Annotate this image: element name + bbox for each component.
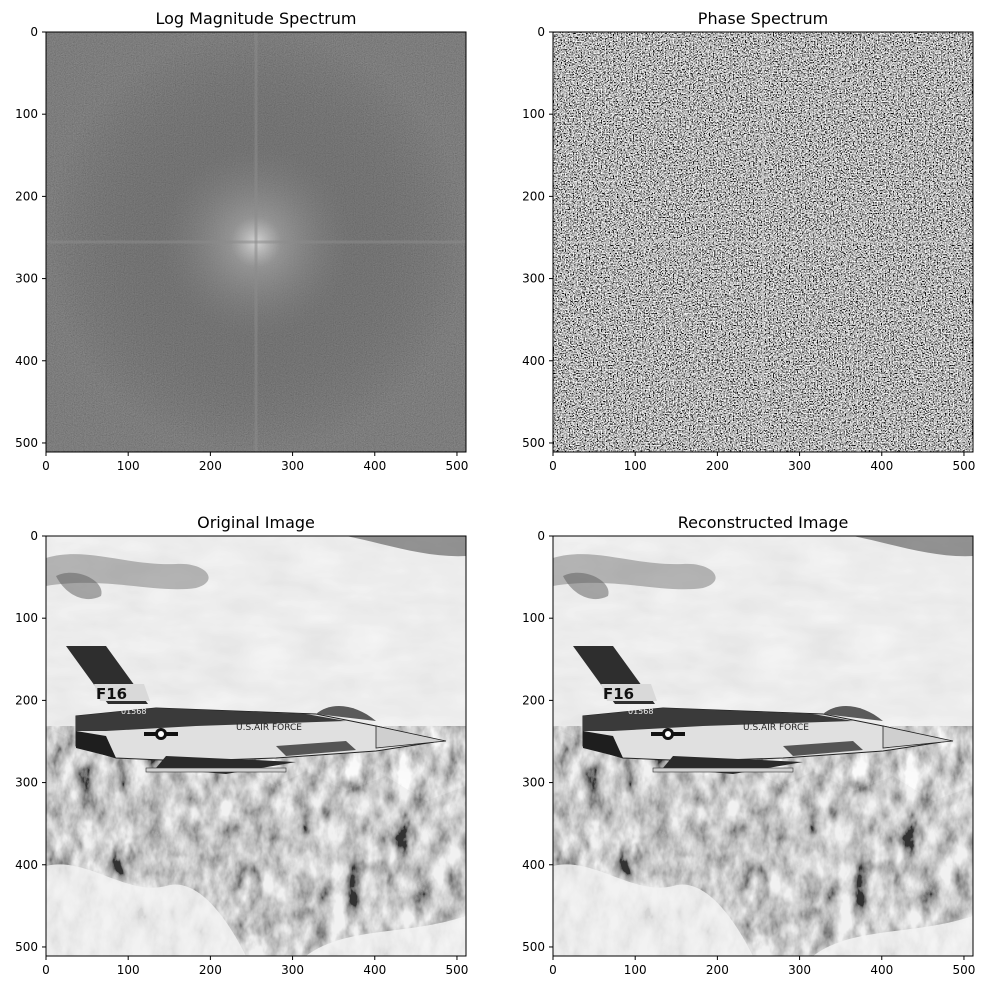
x-ticks: 0 100 200 300 400 500 xyxy=(42,452,468,473)
chart-title: Log Magnitude Spectrum xyxy=(155,9,356,28)
y-tick-label: 0 xyxy=(30,25,38,39)
chart-title: Reconstructed Image xyxy=(678,513,849,532)
y-tick-label: 300 xyxy=(15,272,38,286)
y-tick-label: 500 xyxy=(522,436,545,450)
y-tick-label: 500 xyxy=(522,940,545,954)
y-tick-label: 100 xyxy=(522,107,545,121)
x-tick-label: 400 xyxy=(363,963,386,977)
x-tick-label: 500 xyxy=(953,459,976,473)
y-tick-label: 100 xyxy=(15,107,38,121)
x-tick-label: 100 xyxy=(117,459,140,473)
image-area: F16 01568 U.S.AIR FORCE xyxy=(45,535,467,957)
y-tick-label: 300 xyxy=(15,776,38,790)
y-tick-label: 100 xyxy=(522,611,545,625)
panel-reconstructed: Reconstructed Image F16 01568 U.S.AIR FO… xyxy=(522,513,975,977)
x-tick-label: 0 xyxy=(42,459,50,473)
annotation-usaf: U.S.AIR FORCE xyxy=(236,723,302,733)
x-tick-label: 100 xyxy=(117,963,140,977)
annotation-f16: F16 xyxy=(603,685,634,703)
x-tick-label: 0 xyxy=(42,963,50,977)
y-tick-label: 0 xyxy=(537,25,545,39)
y-tick-label: 400 xyxy=(522,354,545,368)
y-tick-label: 400 xyxy=(15,354,38,368)
x-tick-label: 100 xyxy=(624,963,647,977)
image-area xyxy=(45,31,467,453)
y-tick-label: 300 xyxy=(522,776,545,790)
y-tick-label: 100 xyxy=(15,611,38,625)
panel-phase: Phase Spectrum 0 100 200 300 400 500 0 100 200 3… xyxy=(522,9,975,473)
panel-log-magnitude: Log Magnitude Spectrum 0 100 200 300 400 500 … xyxy=(15,9,468,473)
y-tick-label: 500 xyxy=(15,436,38,450)
x-tick-label: 500 xyxy=(446,963,469,977)
y-ticks: 0 100 200 300 400 500 xyxy=(522,529,553,954)
y-tick-label: 200 xyxy=(15,693,38,707)
y-ticks: 0 100 200 300 400 500 xyxy=(522,25,553,450)
x-tick-label: 200 xyxy=(706,459,729,473)
x-tick-label: 300 xyxy=(788,459,811,473)
x-tick-label: 300 xyxy=(281,459,304,473)
y-tick-label: 0 xyxy=(30,529,38,543)
chart-title: Phase Spectrum xyxy=(698,9,828,28)
panel-original: Original Image F16 01568 U.S.AIR FORCE 0… xyxy=(15,513,468,977)
x-tick-label: 0 xyxy=(549,459,557,473)
y-tick-label: 0 xyxy=(537,529,545,543)
y-tick-label: 300 xyxy=(522,272,545,286)
x-tick-label: 100 xyxy=(624,459,647,473)
x-ticks: 0 100 200 300 400 500 xyxy=(549,956,975,977)
x-tick-label: 400 xyxy=(870,963,893,977)
y-tick-label: 400 xyxy=(522,858,545,872)
image-area: F16 01568 U.S.AIR FORCE xyxy=(552,535,974,957)
x-tick-label: 300 xyxy=(788,963,811,977)
annotation-serial: 01568 xyxy=(628,707,653,716)
image-area xyxy=(552,31,974,453)
x-tick-label: 400 xyxy=(363,459,386,473)
x-ticks: 0 100 200 300 400 500 xyxy=(549,452,975,473)
y-ticks: 0 100 200 300 400 500 xyxy=(15,529,46,954)
annotation-usaf: U.S.AIR FORCE xyxy=(743,723,809,733)
x-tick-label: 400 xyxy=(870,459,893,473)
x-tick-label: 500 xyxy=(446,459,469,473)
x-tick-label: 200 xyxy=(199,963,222,977)
x-tick-label: 200 xyxy=(706,963,729,977)
chart-title: Original Image xyxy=(197,513,315,532)
y-tick-label: 200 xyxy=(522,189,545,203)
annotation-f16: F16 xyxy=(96,685,127,703)
y-tick-label: 500 xyxy=(15,940,38,954)
y-tick-label: 400 xyxy=(15,858,38,872)
y-ticks: 0 100 200 300 400 500 xyxy=(15,25,46,450)
y-tick-label: 200 xyxy=(15,189,38,203)
x-tick-label: 500 xyxy=(953,963,976,977)
x-tick-label: 300 xyxy=(281,963,304,977)
x-ticks: 0 100 200 300 400 500 xyxy=(42,956,468,977)
x-tick-label: 200 xyxy=(199,459,222,473)
annotation-serial: 01568 xyxy=(121,707,146,716)
y-tick-label: 200 xyxy=(522,693,545,707)
x-tick-label: 0 xyxy=(549,963,557,977)
